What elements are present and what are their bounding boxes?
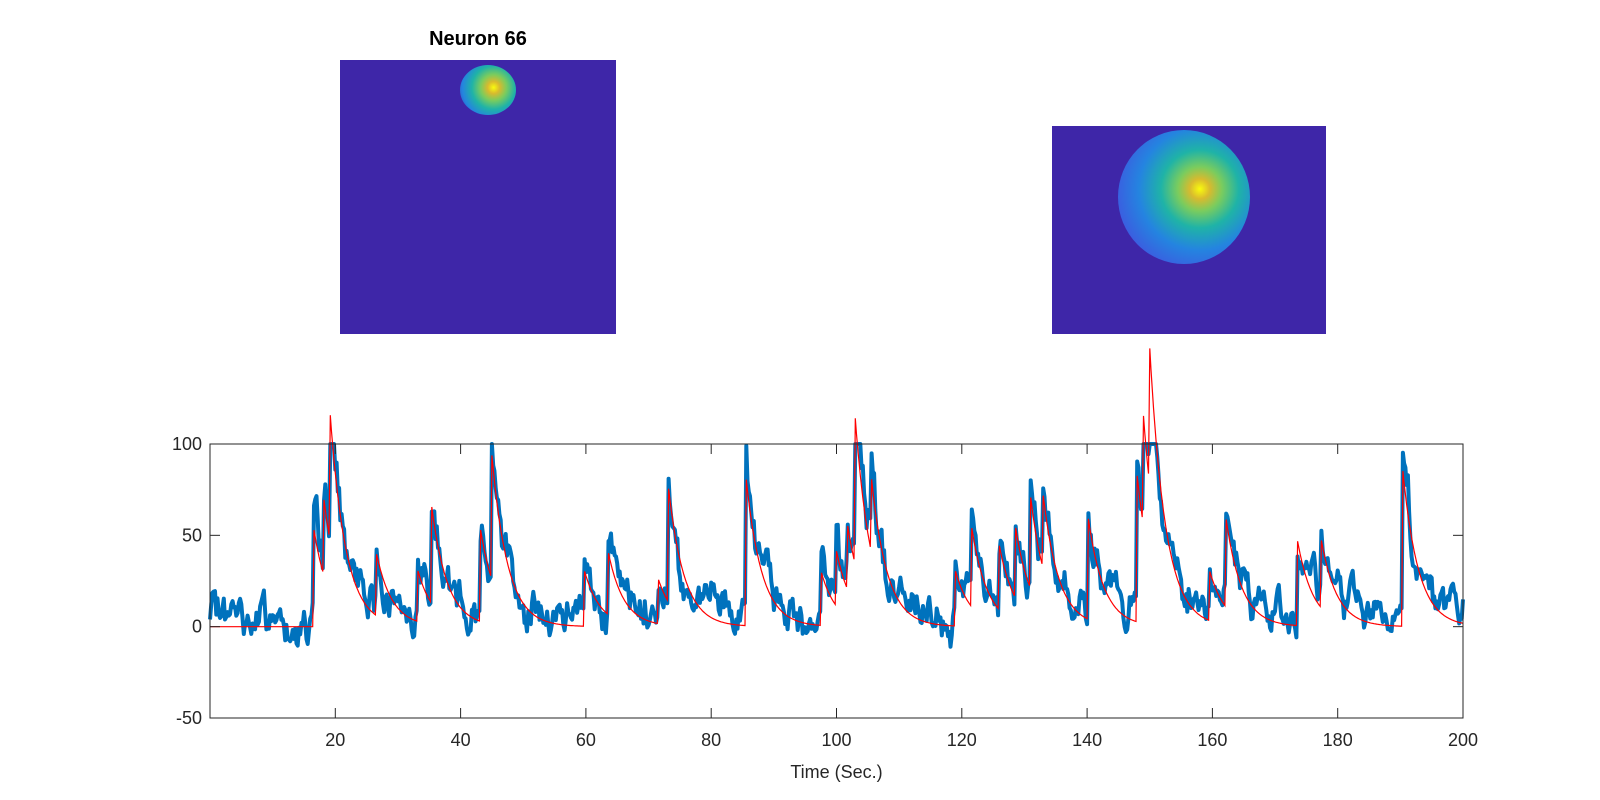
y-tick-label: 50 [182, 525, 202, 545]
spatial-footprint-full-image [340, 60, 616, 334]
raw-trace-line [208, 442, 1465, 649]
y-tick-label: 100 [172, 434, 202, 454]
spatial-footprint-zoom-image [1052, 126, 1326, 334]
trace-lines-group [208, 348, 1465, 649]
x-tick-label: 200 [1448, 730, 1478, 750]
x-tick-label: 20 [325, 730, 345, 750]
x-tick-label: 40 [451, 730, 471, 750]
neuron-footprint-zoom-blob [1118, 130, 1250, 264]
panel-title: Neuron 66 [429, 28, 527, 50]
x-tick-label: 100 [821, 730, 851, 750]
axis-ticks-group: 20 40 60 80 100 120 140 160 180 200 -50 0 50 100 [172, 434, 1478, 750]
fitted-trace-line [210, 348, 1464, 628]
x-tick-label: 60 [576, 730, 596, 750]
neuron-footprint-blob [460, 65, 516, 115]
x-tick-label: 160 [1197, 730, 1227, 750]
x-tick-label: 120 [947, 730, 977, 750]
y-tick-label: -50 [176, 708, 202, 728]
y-tick-label: 0 [192, 617, 202, 637]
x-tick-label: 140 [1072, 730, 1102, 750]
x-tick-label: 80 [701, 730, 721, 750]
x-axis-label: Time (Sec.) [790, 762, 882, 782]
x-tick-label: 180 [1323, 730, 1353, 750]
